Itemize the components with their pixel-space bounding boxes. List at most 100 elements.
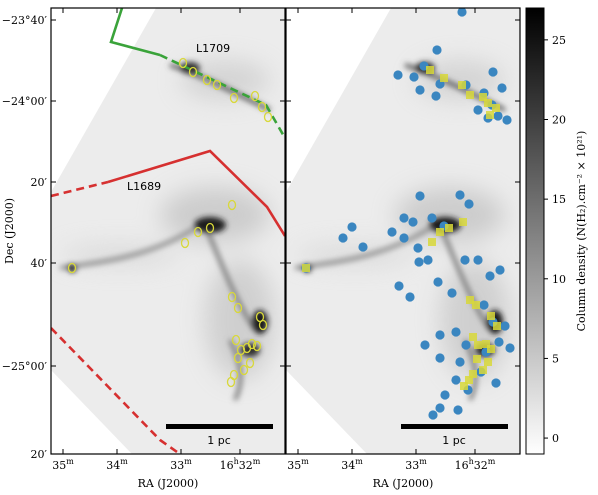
protostar-marker — [405, 292, 415, 302]
dense-core-outline — [263, 111, 273, 123]
protostar-marker — [479, 300, 489, 310]
y-tick-label: 20′ — [31, 448, 48, 461]
left-dense-cores — [67, 57, 273, 388]
colorbar-tick-label: 20 — [552, 114, 566, 127]
right-panel-frame — [285, 7, 521, 455]
right-scale-bar-label: 1 pc — [442, 434, 466, 447]
region-label-l1709: L1709 — [196, 42, 230, 55]
protostar-marker — [502, 115, 512, 125]
protostar-marker — [461, 340, 471, 350]
dense-core-marker — [465, 376, 473, 384]
protostar-marker — [447, 288, 457, 298]
colorbar-label: Column density (N(H₂).cm⁻² × 10²¹) — [575, 131, 588, 332]
left-panel: L1709 L1689 1 pc — [51, 8, 285, 454]
protostar-marker — [423, 255, 433, 265]
protostar-marker — [473, 255, 483, 265]
protostar-marker — [433, 277, 443, 287]
colorbar-tick-label: 5 — [552, 352, 559, 365]
colorbar-tick-label: 0 — [552, 432, 559, 445]
x-tick-label: 34m — [341, 457, 363, 472]
protostar-marker — [451, 375, 461, 385]
dense-core-marker — [469, 333, 477, 341]
protostar-marker — [500, 321, 510, 331]
protostar-marker — [338, 233, 348, 243]
protostar-marker — [455, 357, 465, 367]
protostar-marker — [488, 67, 498, 77]
y-axis: −23°40′ −24°00′ 20′ 40′ −25°00′ 20′ — [2, 14, 520, 461]
protostar-marker — [435, 330, 445, 340]
protostar-marker — [431, 91, 441, 101]
dense-core-outline — [202, 74, 212, 86]
protostar-marker — [435, 353, 445, 363]
l1689-boundary-solid — [107, 149, 285, 237]
dense-core-outline — [247, 338, 257, 350]
protostar-marker — [387, 227, 397, 237]
colorbar-tick-label: 25 — [552, 34, 566, 47]
y-tick-label: −24°00′ — [2, 95, 48, 108]
protostar-marker — [420, 340, 430, 350]
dense-core-marker — [479, 93, 487, 101]
protostar-marker — [440, 390, 450, 400]
protostar-marker — [347, 222, 357, 232]
protostar-marker — [497, 83, 507, 93]
dense-core-marker — [302, 264, 310, 272]
x-tick-label: 33m — [405, 457, 427, 472]
dense-core-outline — [258, 319, 268, 331]
protostar-marker — [413, 243, 423, 253]
protostar-marker — [393, 70, 403, 80]
protostar-marker — [460, 255, 470, 265]
colorbar-tick-label: 15 — [552, 193, 566, 206]
y-tick-label: 40′ — [31, 257, 48, 270]
y-tick-label: −25°00′ — [2, 360, 48, 373]
dense-core-marker — [479, 366, 487, 374]
protostar-marker — [485, 271, 495, 281]
x-tick-label: 34m — [106, 457, 128, 472]
dense-core-outline — [212, 79, 222, 91]
dense-core-outline — [250, 90, 260, 102]
dense-core-outline — [229, 92, 239, 104]
protostar-marker — [399, 213, 409, 223]
x-tick-label: 35m — [287, 457, 309, 472]
l1689-boundary-dashed-top — [51, 180, 109, 198]
x-tick-label: 16h32m — [220, 457, 261, 472]
protostar-marker — [451, 327, 461, 337]
protostar-marker — [453, 405, 463, 415]
dense-core-outline — [231, 334, 241, 346]
dense-core-outline — [180, 237, 190, 249]
dense-core-marker — [436, 228, 444, 236]
x-axis-title-right: RA (J2000) — [373, 477, 434, 490]
protostar-marker — [427, 213, 437, 223]
dense-core-outline — [226, 376, 236, 388]
protostar-marker — [464, 199, 474, 209]
dense-core-marker — [458, 81, 466, 89]
left-map-image — [51, 8, 285, 454]
protostar-marker — [408, 217, 418, 227]
dense-core-marker — [474, 341, 482, 349]
left-scale-bar-label: 1 pc — [207, 434, 231, 447]
dense-core-marker — [445, 224, 453, 232]
dense-core-outline — [188, 66, 198, 78]
colorbar: 0 5 10 15 20 25 Column density (N(H₂).cm⁻² × … — [525, 7, 588, 455]
dense-core-marker — [493, 322, 501, 330]
right-panel: 1 pc — [286, 8, 520, 454]
protostar-marker — [455, 190, 465, 200]
dense-core-outline — [178, 57, 188, 69]
protostar-marker — [457, 8, 467, 17]
x-tick-label: 35m — [52, 457, 74, 472]
x-tick-label: 33m — [170, 457, 192, 472]
x-tick-label: 16h32m — [455, 457, 496, 472]
x-axis-title-left: RA (J2000) — [138, 477, 199, 490]
protostar-marker — [473, 105, 483, 115]
dense-core-outline — [239, 364, 249, 376]
left-scale-bar — [166, 424, 273, 429]
dense-core-outline — [233, 302, 243, 314]
dense-core-marker — [466, 91, 474, 99]
y-tick-label: −23°40′ — [2, 14, 48, 27]
protostar-marker — [415, 191, 425, 201]
dense-core-marker — [426, 66, 434, 74]
dense-core-marker — [487, 312, 495, 320]
dense-core-outline — [252, 340, 262, 352]
protostar-marker — [491, 378, 501, 388]
l1689-boundary-dashed-bottom — [51, 327, 181, 454]
